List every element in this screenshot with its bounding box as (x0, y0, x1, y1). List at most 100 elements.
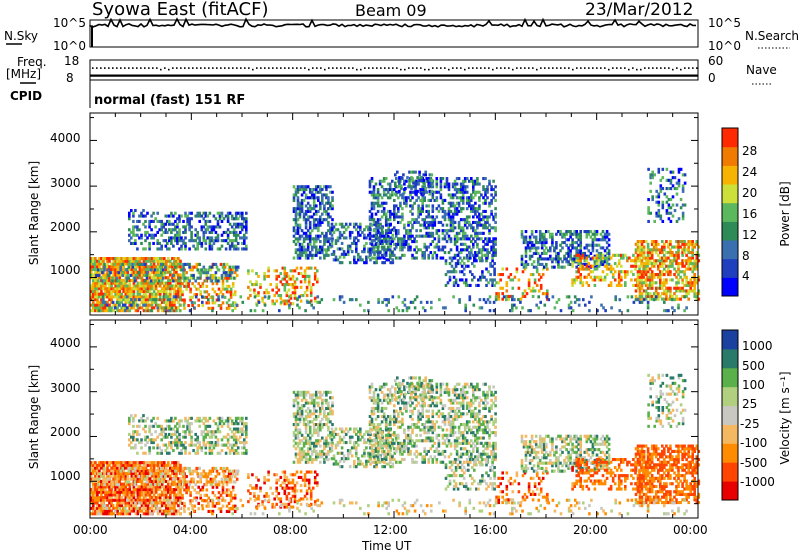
power-cell (275, 285, 278, 289)
power-cell (97, 268, 100, 272)
power-cell (298, 212, 302, 216)
power-cell (563, 257, 566, 261)
power-cell (609, 264, 613, 268)
power-cell (165, 303, 168, 307)
power-cell (638, 275, 642, 279)
power-cell (669, 262, 672, 266)
power-cell (605, 241, 609, 245)
power-cell (232, 276, 236, 280)
power-cell (486, 190, 489, 194)
power-cell (528, 246, 532, 250)
power-cell (298, 256, 302, 260)
power-cell (603, 275, 607, 279)
power-cell (160, 228, 163, 232)
velocity-cell (102, 477, 105, 481)
power-cell (118, 300, 121, 304)
power-cell (279, 272, 283, 276)
power-cell (513, 298, 516, 302)
power-cell (294, 218, 298, 222)
velocity-cell (128, 512, 132, 516)
power-cell (228, 211, 232, 215)
power-cell (599, 254, 603, 258)
power-cell (640, 297, 644, 301)
velocity-cell (106, 504, 109, 508)
power-cell (114, 284, 117, 288)
power-cell (465, 234, 469, 238)
power-cell (534, 235, 538, 239)
power-cell (128, 298, 132, 302)
power-cell (156, 303, 159, 307)
power-cell (200, 244, 204, 248)
power-cell (114, 270, 117, 274)
power-cell (330, 244, 334, 248)
power-cell (112, 281, 115, 285)
power-cell (153, 279, 157, 283)
power-cell (173, 292, 176, 296)
power-cell (325, 237, 328, 241)
power-cell (657, 203, 661, 207)
power-cell (395, 245, 398, 249)
power-cell (317, 226, 320, 230)
power-cell (190, 211, 193, 215)
power-cell (204, 219, 208, 223)
power-cell (452, 267, 456, 271)
velocity-cell (108, 479, 111, 483)
power-cell (203, 295, 207, 299)
velocity-cell (136, 501, 140, 505)
power-cell (603, 264, 607, 268)
power-cell (443, 234, 447, 238)
power-cell (646, 306, 650, 310)
power-cell (315, 223, 318, 227)
power-cell (103, 265, 106, 269)
power-cell (132, 306, 136, 310)
power-cell (634, 248, 638, 252)
power-cell (112, 257, 115, 261)
velocity-cell (128, 482, 132, 486)
power-cell (685, 294, 688, 298)
power-cell (293, 288, 297, 292)
power-cell (323, 209, 326, 213)
power-cell (130, 300, 134, 304)
power-cell (465, 248, 469, 252)
power-cell (136, 284, 140, 288)
velocity-cell (114, 485, 117, 489)
power-cell (689, 251, 692, 255)
power-cell (683, 173, 687, 177)
power-cell (178, 298, 182, 302)
power-cell (160, 257, 164, 261)
power-cell (144, 281, 148, 285)
power-cell (478, 251, 481, 255)
power-cell (222, 230, 226, 234)
velocity-cell (154, 496, 158, 500)
velocity-cell (142, 469, 146, 473)
power-cell (501, 297, 504, 301)
power-cell (170, 230, 173, 234)
power-cell (673, 267, 676, 271)
velocity-cell (92, 463, 95, 467)
power-cell (191, 282, 194, 286)
power-cell (677, 170, 681, 174)
power-cell (231, 304, 235, 308)
power-cell (683, 289, 686, 293)
power-cell (460, 259, 464, 263)
power-cell (375, 258, 378, 262)
power-cell (224, 239, 228, 243)
power-cell (116, 267, 119, 271)
power-cell (228, 265, 232, 269)
power-cell (312, 218, 316, 222)
power-cell (226, 211, 230, 215)
power-cell (159, 265, 163, 269)
power-cell (409, 245, 412, 249)
velocity-cell (132, 474, 136, 478)
power-cell (472, 185, 475, 189)
power-cell (226, 273, 230, 277)
velocity-cell (124, 501, 128, 505)
power-cell (375, 250, 378, 254)
power-cell (183, 301, 186, 305)
velocity-cell (134, 471, 138, 475)
power-cell (553, 265, 556, 269)
power-cell (378, 231, 382, 235)
power-cell (169, 273, 172, 277)
power-cell (411, 190, 414, 194)
